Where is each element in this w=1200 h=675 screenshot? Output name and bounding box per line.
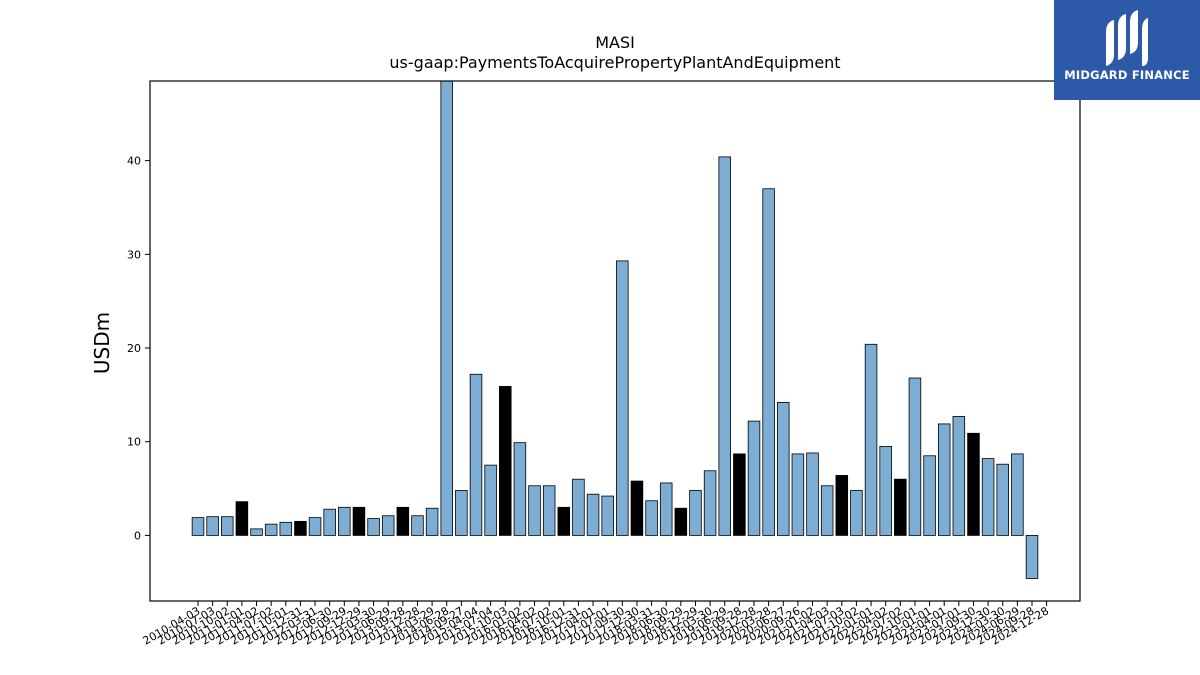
- bar-2010-04-03: [191, 517, 205, 536]
- plot-frame: [149, 80, 1081, 602]
- bar-2017-09-30: [616, 260, 629, 536]
- bar-2016-04-02: [528, 485, 541, 536]
- bar-2022-07-02: [894, 478, 907, 536]
- bar-2016-07-02: [542, 485, 556, 536]
- bar-2017-07-01: [601, 495, 614, 536]
- bar-2015-04-04: [469, 373, 483, 536]
- bar-2016-10-01: [557, 506, 571, 536]
- bar-2023-04-01: [937, 423, 951, 536]
- bar-2012-06-30: [323, 508, 336, 536]
- bar-2023-07-01: [952, 416, 966, 536]
- bar-2024-06-29: [1011, 453, 1024, 536]
- bar-2020-09-26: [791, 453, 805, 536]
- y-axis-label: USDm: [90, 312, 114, 374]
- bar-2018-09-29: [674, 507, 688, 536]
- x-axis: 2010-04-032010-07-032010-10-022011-01-01…: [141, 601, 1051, 648]
- bar-2012-12-29: [352, 506, 366, 536]
- bar-2024-09-28: [1025, 535, 1039, 579]
- bar-2021-01-02: [806, 452, 819, 536]
- bar-2021-04-03: [820, 485, 834, 536]
- bar-2010-07-03: [206, 516, 219, 536]
- bar-2019-03-30: [703, 470, 717, 536]
- bar-2022-01-01: [864, 343, 878, 536]
- bar-2014-03-29: [425, 507, 439, 536]
- bar-2011-04-02: [250, 528, 263, 536]
- bar-2011-01-01: [235, 501, 249, 536]
- bar-2023-09-30: [967, 432, 980, 536]
- y-tick-label: 10: [127, 436, 141, 449]
- bar-2012-09-29: [338, 506, 351, 536]
- bar-2012-03-31: [308, 517, 322, 536]
- bar-2014-09-27: [455, 490, 468, 536]
- bar-2015-10-03: [499, 386, 512, 536]
- bar-2015-07-04: [484, 464, 497, 536]
- bar-2013-06-29: [381, 515, 395, 536]
- bar-2019-12-28: [747, 420, 761, 536]
- bar-2011-12-31: [294, 520, 307, 536]
- bar-2019-06-29: [718, 156, 731, 536]
- chart-title: MASI: [595, 33, 635, 52]
- y-tick-label: 0: [134, 529, 141, 542]
- bar-2021-07-03: [835, 475, 849, 536]
- bar-2018-03-31: [645, 500, 658, 536]
- bar-2022-10-01: [908, 377, 922, 536]
- bars-group: [191, 80, 1039, 579]
- bar-2023-01-01: [923, 455, 936, 536]
- bar-2018-06-30: [659, 482, 673, 536]
- bar-2016-01-02: [513, 442, 527, 536]
- logo-mark-icon: [1106, 10, 1148, 66]
- bar-2021-10-02: [850, 490, 863, 536]
- bar-2020-06-27: [777, 401, 790, 536]
- y-tick-label: 20: [127, 342, 141, 355]
- bar-2011-07-02: [264, 523, 278, 536]
- y-tick-label: 40: [127, 155, 141, 168]
- chart-subtitle: us-gaap:PaymentsToAcquirePropertyPlantAn…: [389, 53, 840, 72]
- midgard-finance-logo: MIDGARD FINANCE: [1054, 0, 1200, 100]
- bar-2020-03-28: [762, 188, 775, 536]
- y-axis: 0 10 20 30 40: [127, 155, 150, 542]
- bar-2017-04-01: [586, 493, 600, 536]
- bar-2013-09-28: [396, 506, 410, 536]
- y-tick-label: 30: [127, 248, 141, 261]
- bar-2013-03-30: [367, 518, 380, 536]
- bar-2014-06-28: [440, 80, 453, 536]
- bar-2024-03-30: [996, 463, 1009, 536]
- bar-2013-12-28: [411, 515, 424, 536]
- bar-2018-12-29: [689, 490, 702, 536]
- bar-2011-10-01: [279, 521, 293, 536]
- bar-2022-04-02: [879, 446, 892, 536]
- logo-name: MIDGARD FINANCE: [1064, 68, 1190, 82]
- bar-2010-10-02: [221, 516, 234, 536]
- bar-2019-09-28: [733, 453, 746, 536]
- bar-2023-12-30: [981, 458, 995, 536]
- bar-2016-12-31: [572, 478, 585, 536]
- bar-2017-12-30: [630, 480, 644, 536]
